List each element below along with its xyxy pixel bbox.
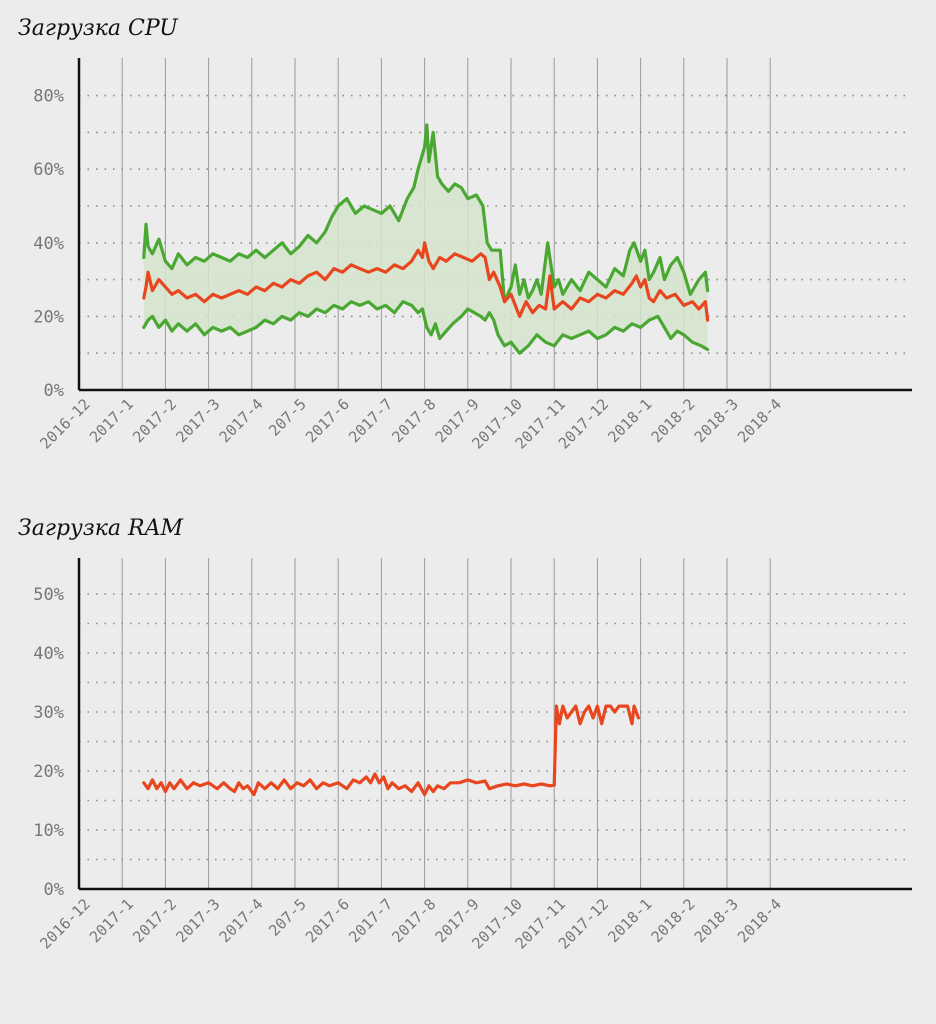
y-tick-label: 40% — [33, 644, 64, 664]
x-tick-label: 2018-1 — [604, 895, 655, 946]
x-tick-label: 2017-4 — [216, 395, 267, 446]
series-upper-line — [142, 123, 710, 304]
series-ram-line — [142, 704, 641, 797]
y-tick-label: 30% — [33, 703, 64, 723]
y-tick-label: 50% — [33, 585, 64, 605]
x-tick-label: 2017-4 — [216, 895, 267, 946]
y-tick-label: 60% — [33, 160, 64, 180]
ram-chart-title: Загрузка RAM — [18, 516, 183, 541]
y-tick-label: 0% — [44, 381, 64, 401]
y-tick-label: 20% — [33, 762, 64, 782]
series-lower-line — [142, 300, 710, 355]
cpu-range-band — [143, 125, 708, 354]
y-tick-label: 20% — [33, 307, 64, 327]
y-tick-label: 10% — [33, 821, 64, 841]
series-mean-line — [142, 241, 710, 322]
y-tick-label: 0% — [44, 880, 64, 900]
x-tick-label: 2017-2 — [129, 895, 180, 946]
x-tick-label: 2018-3 — [691, 395, 742, 446]
x-tick-label: 2017-6 — [302, 395, 353, 446]
x-tick-label: 2018-4 — [734, 895, 785, 946]
x-tick-label: 2017-1 — [86, 895, 137, 946]
x-tick-label: 2017-6 — [302, 895, 353, 946]
x-tick-label: 2017-7 — [345, 395, 396, 446]
x-tick-label: 2018-4 — [734, 395, 785, 446]
x-tick-label: 2017-1 — [86, 395, 137, 446]
x-tick-label: 2017-8 — [388, 395, 439, 446]
y-tick-label: 80% — [33, 87, 64, 107]
x-tick-label: 2018-2 — [648, 895, 699, 946]
x-tick-label: 2018-2 — [648, 395, 699, 446]
x-tick-label: 2017-3 — [172, 395, 223, 446]
x-tick-label: 2017-2 — [129, 395, 180, 446]
cpu-chart: 0%20%40%60%80%2016-122017-12017-22017-32… — [33, 58, 912, 453]
ram-chart: 0%10%20%30%40%50%2016-122017-12017-22017… — [33, 558, 912, 953]
y-tick-label: 40% — [33, 234, 64, 254]
x-tick-label: 2018-3 — [691, 895, 742, 946]
x-tick-label: 2017-7 — [345, 895, 396, 946]
cpu-chart-title: Загрузка CPU — [18, 16, 179, 41]
x-tick-label: 2017-3 — [172, 895, 223, 946]
x-tick-label: 2017-8 — [388, 895, 439, 946]
x-tick-label: 2016-12 — [36, 395, 93, 452]
x-tick-label: 2016-12 — [36, 895, 93, 952]
x-tick-label: 2018-1 — [604, 395, 655, 446]
